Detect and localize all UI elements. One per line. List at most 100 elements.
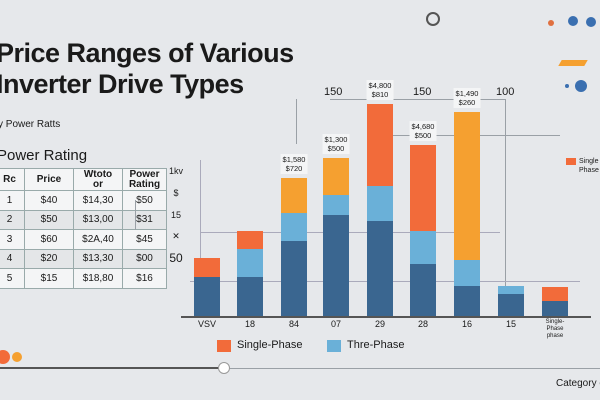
grid-line [200,232,500,233]
x-tick-label: VSV [197,319,217,329]
table-row: 3 $60 $2A,40 $45 [0,229,167,250]
table-cell: 5 [0,268,25,289]
bar-segment-base [281,240,307,316]
x-tick-label: Single-Phase phase [545,319,565,339]
side-legend-label: Single Phase [579,158,599,174]
power-rating-table: Rc Price Wtoto or Power Rating 1 $40 $14,3… [0,168,167,289]
divider [200,160,201,316]
legend-label-single-phase: Single-Phase [237,339,303,351]
data-annotation: $1,580 $720 [280,153,308,174]
legend-swatch-single-phase [217,340,231,352]
section-title: Power Rating [0,147,88,164]
table-cell: $13,00 [73,209,123,230]
dot-decoration [586,17,596,27]
annotation-line: $500 [327,144,345,154]
bar-segment-thre-phase [454,260,480,286]
bar-segment-single-phase [281,177,307,213]
title-line-2: Inverter Drive Types [0,69,244,99]
table-cell: $45 [122,229,167,250]
side-legend-swatch [566,158,576,165]
bar-segment-base [454,285,480,316]
dot-decoration [548,20,554,26]
bar-segment-thre-phase [410,231,436,264]
x-tick-label: 16 [461,319,473,329]
bar-segment-thre-phase [237,248,263,277]
slider-track[interactable] [0,368,600,369]
table-row: 2 $50 $13,00 $31 [0,209,167,230]
col-header: Wtoto or [73,168,123,191]
x-tick-label: 29 [374,319,386,329]
top-label: 100 [496,86,515,98]
col-header: Rc [0,168,25,191]
bar-segment-single-phase [237,231,263,249]
x-tick-label: 18 [244,319,256,329]
bar-segment-single-phase [454,111,480,261]
x-tick-label: 07 [330,319,342,329]
bar-segment-base [323,215,349,316]
bar-segment-thre-phase [498,285,524,294]
table-cell: $60 [24,229,74,250]
slider-fill [0,367,224,369]
data-annotation: $1,300 $500 [322,134,350,155]
bar-segment-thre-phase [367,186,393,221]
dot-decoration [565,84,569,88]
x-tick-label: 28 [417,319,429,329]
y-tick-label: ✕ [172,231,180,241]
table-cell: $18,80 [73,268,123,289]
table-cell: $31 [122,209,167,230]
data-annotation: $1,490 $260 [453,87,481,108]
table-cell: 1 [0,190,25,211]
annotation-line: $1,300 [324,135,348,145]
col-header: Price [24,168,74,191]
bar-segment-single-phase [323,158,349,196]
annotation-line: $720 [285,163,303,173]
data-annotation: $4,680 $500 [409,121,437,142]
annotation-line: $500 [414,131,432,141]
bar-segment-base [194,276,220,316]
table-cell: $00 [122,248,167,269]
stripe-decoration [558,60,588,66]
table-cell: $2A,40 [73,229,123,250]
table-cell: $50 [122,190,167,211]
x-tick-label: 84 [288,319,300,329]
subtitle: y Power Ratts [0,119,61,130]
leader-line [296,99,297,144]
annotation-line: $260 [458,97,476,107]
bar-segment-thre-phase [323,195,349,216]
y-tick-label: 1kv [168,166,183,176]
bar-segment-base [367,220,393,316]
slider-handle[interactable] [218,362,230,374]
table-row: 5 $15 $18,80 $16 [0,268,167,289]
x-axis-label: Category of [556,378,600,389]
leader-line [505,99,506,314]
dot-decoration [575,80,587,92]
annotation-line: $4,800 [368,80,392,90]
table-cell: $50 [24,209,74,230]
bar-segment-base [410,263,436,316]
legend-label-three-phase: Thre-Phase [347,339,405,351]
dot-decoration [568,16,578,26]
leader-line [330,99,505,100]
bar-segment-single-phase [410,145,436,232]
top-label: 150 [413,86,432,98]
annotation-line: $4,680 [411,122,435,132]
y-tick-label: 50 [169,251,183,265]
table-cell: $13,30 [73,248,123,269]
bar-segment-single-phase [542,287,568,301]
table-cell: 3 [0,229,25,250]
y-tick-label: 15 [170,210,181,220]
circle-decoration [426,12,440,26]
data-annotation: $4,800 $810 [366,79,394,100]
title-line-1: Price Ranges of Various [0,38,294,68]
dot-decoration [0,350,10,364]
table-cell: $15 [24,268,74,289]
bar-segment-base [498,293,524,316]
annotation-line: $810 [371,89,389,99]
y-tick-label: $ [173,188,179,198]
table-cell: $40 [24,190,74,211]
table-cell: $20 [24,248,74,269]
divider [135,200,136,230]
bar-segment-single-phase [194,258,220,277]
table-cell: 2 [0,209,25,230]
annotation-line: $1,580 [282,154,306,164]
